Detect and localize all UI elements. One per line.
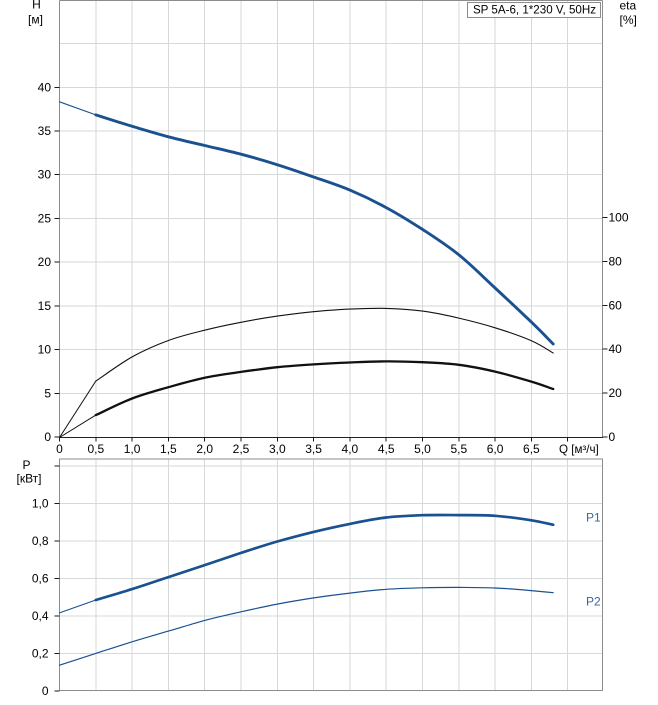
svg-text:0,4: 0,4 (32, 609, 49, 623)
svg-text:[%]: [%] (620, 13, 637, 27)
svg-text:100: 100 (609, 211, 629, 225)
svg-text:35: 35 (38, 124, 52, 138)
svg-text:[кВт]: [кВт] (16, 472, 41, 486)
svg-text:0: 0 (44, 430, 51, 444)
svg-text:4,0: 4,0 (342, 442, 359, 456)
svg-text:1,0: 1,0 (32, 497, 49, 511)
svg-text:2,0: 2,0 (196, 442, 213, 456)
svg-text:0,8: 0,8 (32, 534, 49, 548)
svg-text:SP 5A-6, 1*230 V, 50Hz: SP 5A-6, 1*230 V, 50Hz (473, 4, 596, 17)
svg-text:4,5: 4,5 (378, 442, 395, 456)
svg-text:2,5: 2,5 (233, 442, 250, 456)
svg-text:40: 40 (38, 80, 52, 94)
svg-text:0,6: 0,6 (32, 572, 49, 586)
svg-text:6,0: 6,0 (487, 442, 504, 456)
svg-text:3,0: 3,0 (269, 442, 286, 456)
svg-text:0,5: 0,5 (87, 442, 104, 456)
svg-text:60: 60 (609, 298, 623, 312)
svg-text:P1: P1 (586, 511, 601, 525)
svg-text:15: 15 (38, 299, 52, 313)
svg-text:10: 10 (38, 343, 52, 357)
svg-text:0: 0 (609, 430, 616, 444)
svg-text:H: H (32, 0, 41, 12)
svg-text:eta: eta (620, 0, 637, 13)
svg-text:0,2: 0,2 (32, 647, 49, 661)
svg-text:20: 20 (609, 386, 623, 400)
svg-text:3,5: 3,5 (305, 442, 322, 456)
svg-text:1,0: 1,0 (124, 442, 141, 456)
svg-text:0: 0 (56, 442, 63, 456)
svg-text:25: 25 (38, 211, 52, 225)
svg-text:Q [м³/ч]: Q [м³/ч] (559, 443, 599, 456)
svg-text:0: 0 (42, 684, 49, 698)
svg-text:5: 5 (44, 386, 51, 400)
svg-text:20: 20 (38, 255, 52, 269)
svg-text:P2: P2 (586, 595, 601, 609)
svg-text:6,5: 6,5 (523, 442, 540, 456)
svg-text:40: 40 (609, 342, 623, 356)
svg-text:5,5: 5,5 (450, 442, 467, 456)
svg-text:30: 30 (38, 168, 52, 182)
svg-text:5,0: 5,0 (414, 442, 431, 456)
svg-text:P: P (22, 458, 30, 472)
svg-text:80: 80 (609, 254, 623, 268)
svg-text:1,5: 1,5 (160, 442, 177, 456)
svg-text:[м]: [м] (28, 13, 43, 27)
